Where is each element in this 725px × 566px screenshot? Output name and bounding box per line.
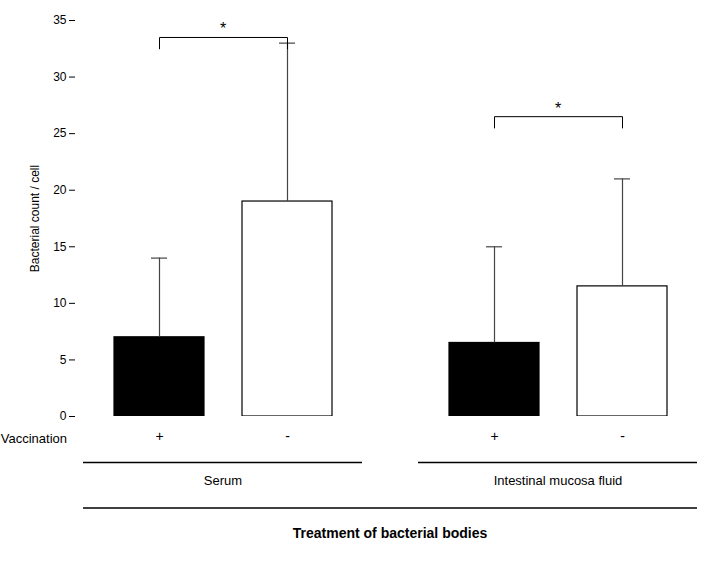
- svg-text:Intestinal mucosa fluid: Intestinal mucosa fluid: [494, 473, 623, 488]
- svg-text:Treatment of bacterial bodies: Treatment of bacterial bodies: [293, 525, 488, 541]
- svg-text:-: -: [285, 428, 290, 444]
- svg-text:15: 15: [53, 240, 67, 254]
- svg-text:+: +: [490, 428, 498, 444]
- svg-text:Vaccination: Vaccination: [1, 431, 67, 446]
- svg-text:Bacterial count / cell: Bacterial count / cell: [28, 165, 42, 272]
- svg-text:0: 0: [60, 409, 67, 423]
- svg-text:-: -: [620, 428, 625, 444]
- svg-text:35: 35: [53, 13, 67, 27]
- svg-text:*: *: [555, 100, 561, 117]
- svg-text:*: *: [220, 20, 226, 37]
- svg-text:20: 20: [53, 183, 67, 197]
- svg-text:5: 5: [60, 353, 67, 367]
- svg-text:+: +: [155, 428, 163, 444]
- svg-text:25: 25: [53, 126, 67, 140]
- svg-text:30: 30: [53, 70, 67, 84]
- svg-text:10: 10: [53, 296, 67, 310]
- svg-text:Serum: Serum: [204, 473, 242, 488]
